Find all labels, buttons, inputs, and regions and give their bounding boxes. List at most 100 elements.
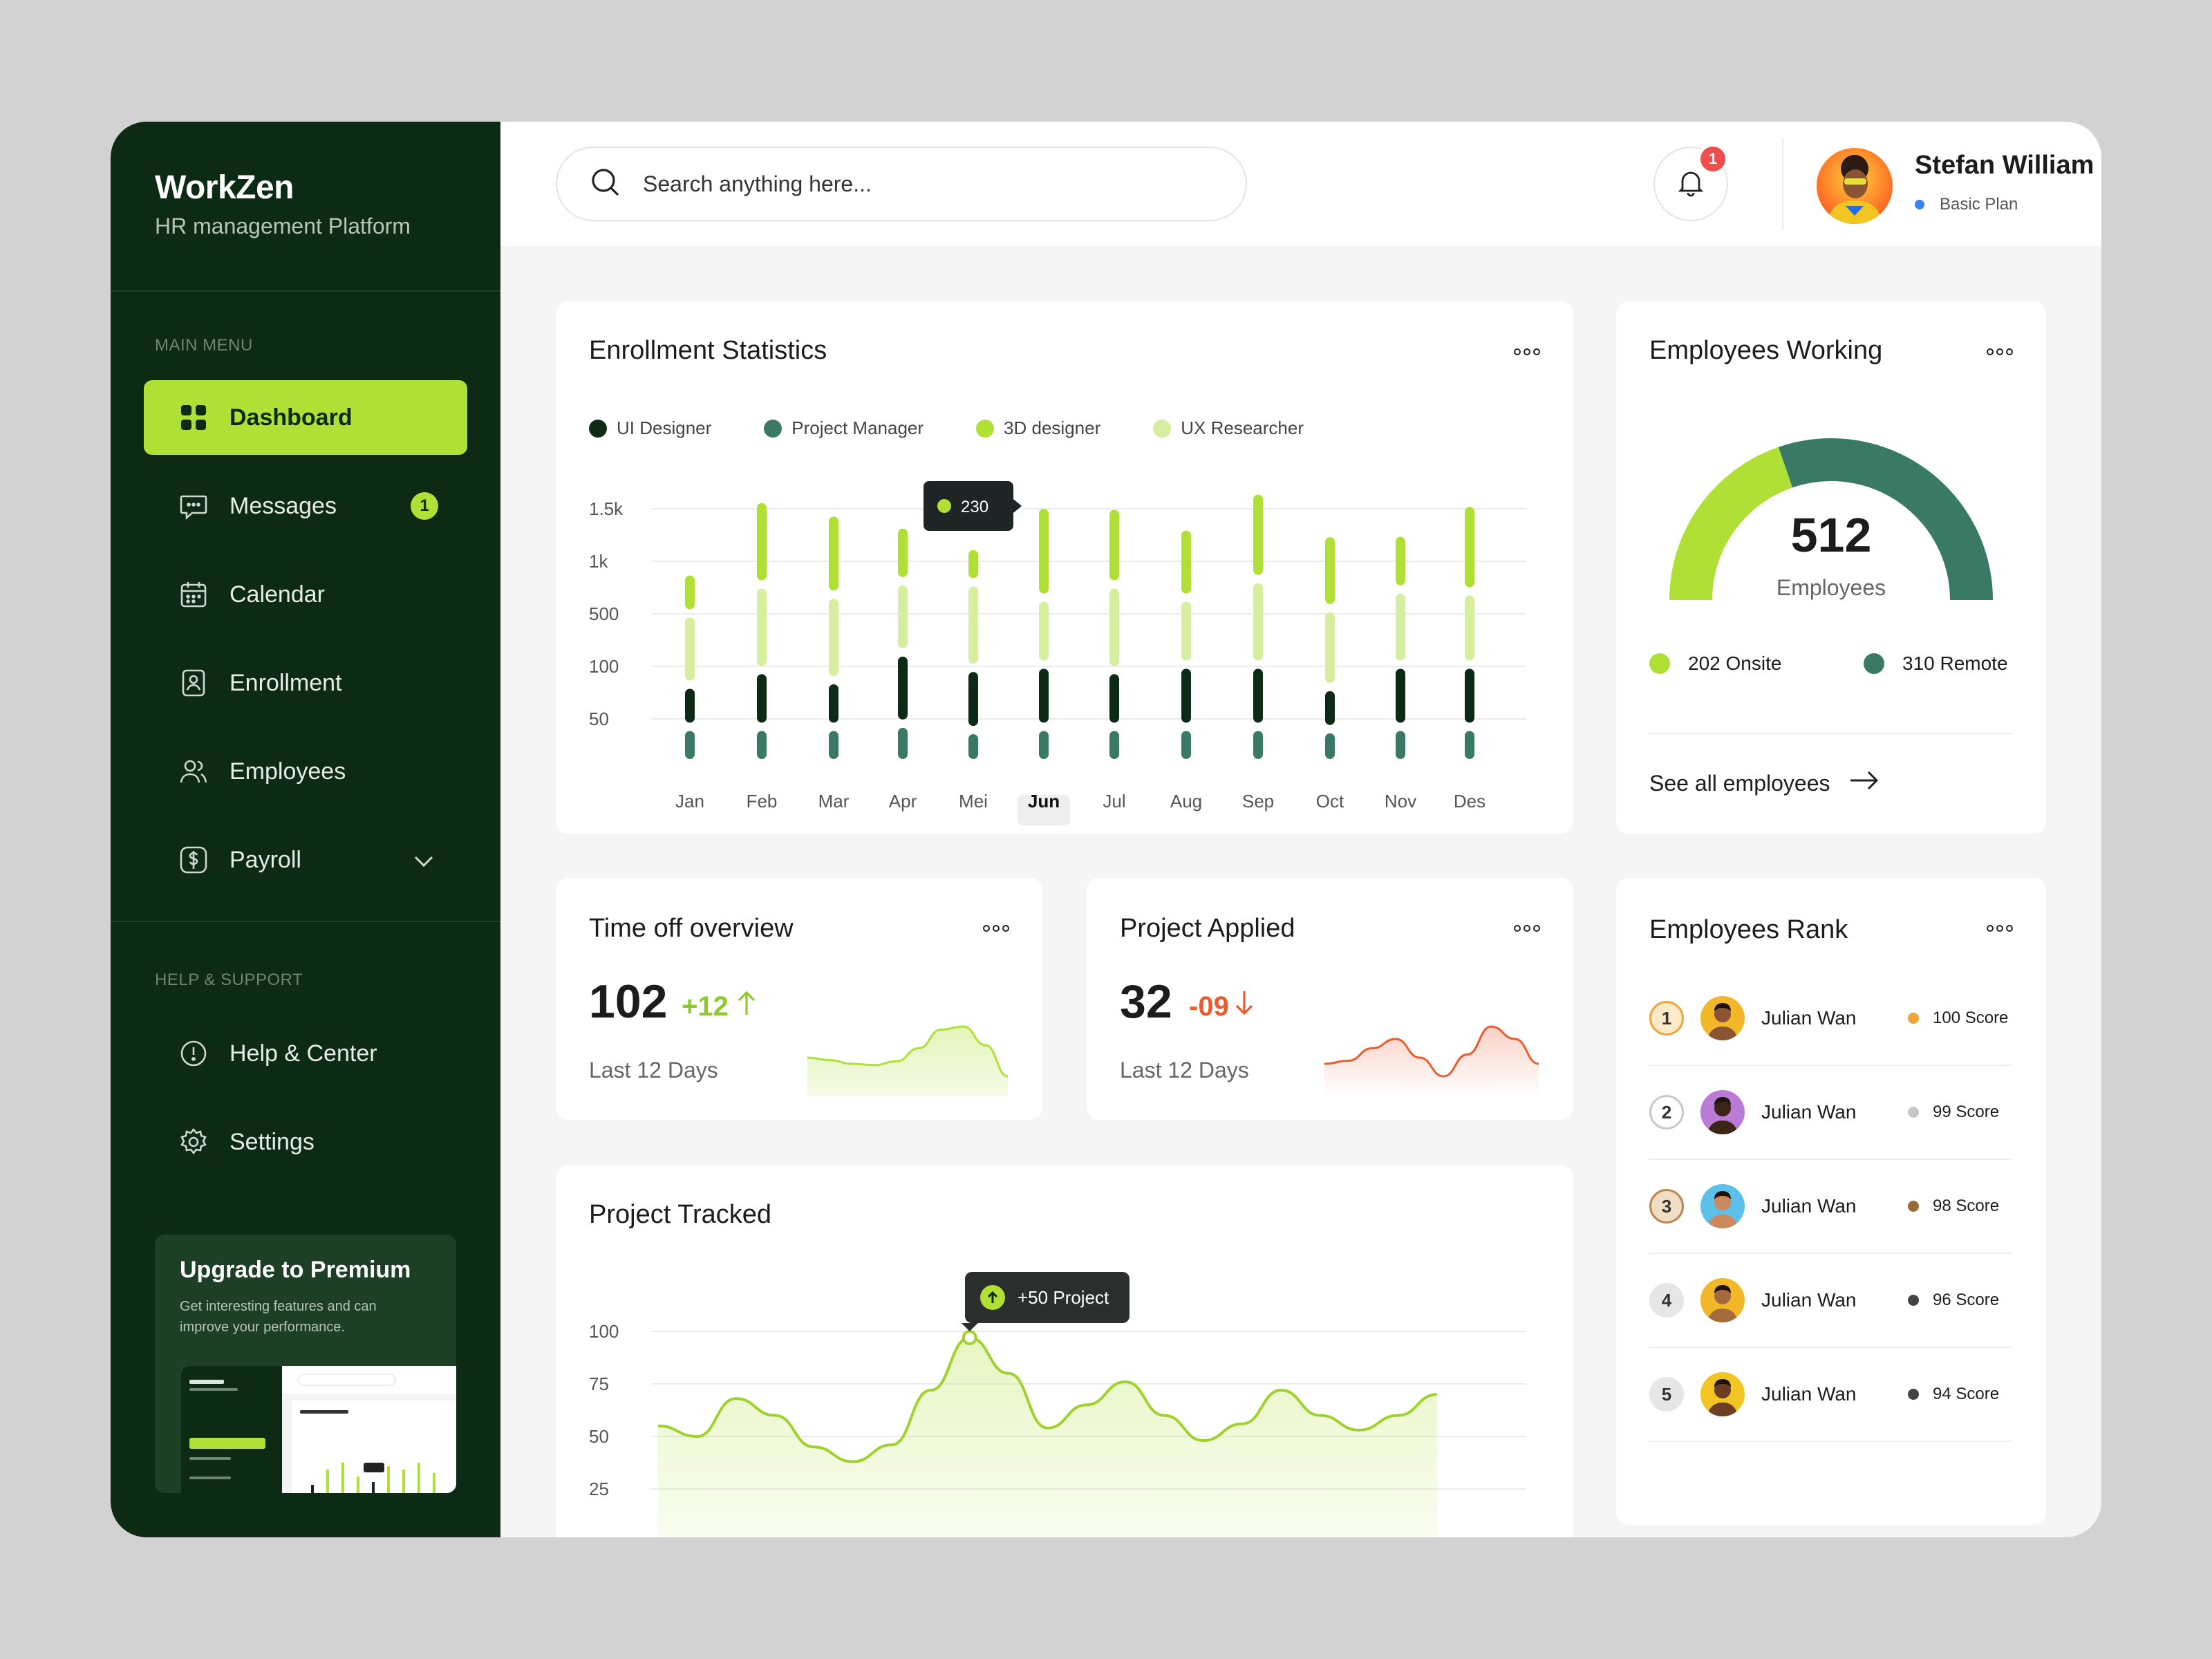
- arrow-up-icon: [737, 990, 756, 1023]
- avatar: [1700, 996, 1745, 1040]
- legend-dot: [589, 419, 607, 438]
- project-tracked-tooltip: +50 Project: [965, 1272, 1130, 1323]
- arrow-down-icon: [1235, 990, 1254, 1023]
- calendar-icon: [178, 579, 209, 610]
- sidebar-item-employees[interactable]: Employees: [144, 734, 467, 809]
- sparkline-area: [1324, 1027, 1539, 1096]
- search-input[interactable]: [643, 171, 1182, 197]
- chat-icon: [178, 491, 209, 521]
- tooltip-dot: [937, 499, 951, 513]
- avatar: [1700, 1278, 1745, 1322]
- rank-row[interactable]: 2 Julian Wan 99 Score: [1649, 1066, 2012, 1160]
- project-applied-delta: -09: [1189, 990, 1254, 1023]
- sidebar-item-settings[interactable]: Settings: [144, 1105, 467, 1179]
- y-tick-label: 100: [589, 656, 619, 677]
- bar-segment: [1253, 494, 1263, 575]
- rank-row[interactable]: 5 Julian Wan 94 Score: [1649, 1348, 2012, 1442]
- bar-segment: [757, 503, 767, 581]
- time-off-overview-card: Time off overview 102 +12 Last 12 Days: [556, 878, 1042, 1120]
- more-options-button[interactable]: [983, 925, 1009, 932]
- x-tick-label: Nov: [1385, 791, 1416, 812]
- gauge-segment: [1778, 438, 1993, 600]
- gauge-segment: [1669, 447, 1793, 600]
- y-tick-label: 1k: [589, 551, 608, 572]
- brand: WorkZen HR management Platform: [155, 169, 411, 239]
- bar-segment: [829, 731, 838, 759]
- x-tick-label: Sep: [1242, 791, 1274, 812]
- x-tick-label: Jan: [675, 791, 704, 812]
- bar-segment: [898, 585, 908, 648]
- y-tick-label: 75: [589, 1374, 609, 1394]
- y-tick-label: 500: [589, 603, 619, 624]
- sidebar-item-payroll[interactable]: Payroll: [144, 823, 467, 897]
- bar-segment: [1039, 668, 1049, 723]
- tracked-line: [657, 1336, 1437, 1463]
- top-bar: 1 Stefan William Basic Plan: [500, 122, 2101, 246]
- sidebar-item-label: Messages: [229, 492, 337, 519]
- enrollment-statistics-card: Enrollment Statistics UI Designer Project…: [556, 301, 1573, 834]
- search-bar[interactable]: [556, 147, 1247, 221]
- bar-segment: [968, 550, 978, 579]
- time-off-period: Last 12 Days: [589, 1058, 718, 1082]
- tooltip-value: 230: [961, 498, 988, 516]
- bar-segment: [757, 588, 767, 666]
- rank-row[interactable]: 4 Julian Wan 96 Score: [1649, 1254, 2012, 1348]
- y-tick-label: 25: [589, 1479, 609, 1499]
- sidebar-item-enrollment[interactable]: Enrollment: [144, 646, 467, 720]
- score-dot: [1908, 1107, 1919, 1118]
- more-options-button[interactable]: [1514, 348, 1540, 355]
- employee-score: 98 Score: [1908, 1197, 2012, 1216]
- see-all-label: See all employees: [1649, 770, 1830, 796]
- sidebar-divider: [111, 290, 500, 292]
- card-title: Project Applied: [1120, 914, 1295, 943]
- more-options-button[interactable]: [1987, 925, 2013, 932]
- bar-segment: [1039, 509, 1049, 594]
- x-tick-label: Mei: [959, 791, 988, 812]
- notification-button[interactable]: 1: [1653, 144, 1728, 221]
- user-avatar[interactable]: [1817, 148, 1893, 224]
- promo-text: Get interesting features and can improve…: [180, 1299, 377, 1335]
- user-plan: Basic Plan: [1915, 195, 2018, 214]
- bar-segment: [1109, 588, 1119, 666]
- sparkline-area: [807, 1027, 1008, 1096]
- onsite-legend: 202 Onsite: [1649, 653, 1781, 675]
- bar-segment: [1181, 668, 1191, 723]
- bar-segment: [685, 688, 695, 723]
- bar-segment: [1396, 668, 1405, 723]
- employee-name: Julian Wan: [1761, 1383, 1857, 1405]
- legend-label: 3D designer: [1004, 418, 1101, 438]
- sidebar: WorkZen HR management Platform MAIN MENU…: [111, 122, 500, 1537]
- sidebar-item-help-center[interactable]: Help & Center: [144, 1016, 467, 1091]
- rank-row[interactable]: 1 Julian Wan 100 Score: [1649, 972, 2012, 1066]
- bar-segment: [968, 734, 978, 759]
- chart-legend: UI Designer Project Manager 3D designer UX …: [589, 418, 1356, 439]
- bar-segment: [1465, 595, 1474, 661]
- rank-row[interactable]: 3 Julian Wan 98 Score: [1649, 1160, 2012, 1254]
- id-badge-icon: [178, 668, 209, 698]
- tooltip-pointer: [1013, 499, 1022, 513]
- sidebar-item-dashboard[interactable]: Dashboard: [144, 380, 467, 455]
- bar-segment: [1396, 593, 1405, 661]
- upgrade-premium-card[interactable]: Upgrade to Premium Get interesting featu…: [155, 1235, 456, 1493]
- sidebar-item-calendar[interactable]: Calendar: [144, 557, 467, 632]
- time-off-value: 102: [589, 975, 668, 1028]
- employee-score: 100 Score: [1908, 1009, 2012, 1028]
- legend-dot: [976, 419, 995, 438]
- bar-segment: [829, 684, 838, 723]
- chevron-down-icon[interactable]: [413, 847, 434, 874]
- legend-label: UI Designer: [617, 418, 712, 438]
- selected-month-highlight: [1018, 795, 1070, 825]
- see-all-employees-link[interactable]: See all employees: [1649, 770, 1880, 796]
- dashboard-preview-image: [181, 1366, 456, 1493]
- legend-item: Project Manager: [764, 418, 924, 439]
- bar-segment: [1039, 731, 1049, 759]
- more-options-button[interactable]: [1987, 348, 2013, 355]
- legend-item: 3D designer: [976, 418, 1100, 439]
- more-options-button[interactable]: [1514, 925, 1540, 932]
- bar-segment: [1465, 731, 1474, 759]
- legend-label: Project Manager: [791, 418, 924, 438]
- sidebar-item-messages[interactable]: Messages 1: [144, 469, 467, 543]
- bar-segment: [685, 575, 695, 610]
- y-tick-label: 50: [589, 709, 609, 729]
- app-window: WorkZen HR management Platform MAIN MENU…: [111, 122, 2101, 1537]
